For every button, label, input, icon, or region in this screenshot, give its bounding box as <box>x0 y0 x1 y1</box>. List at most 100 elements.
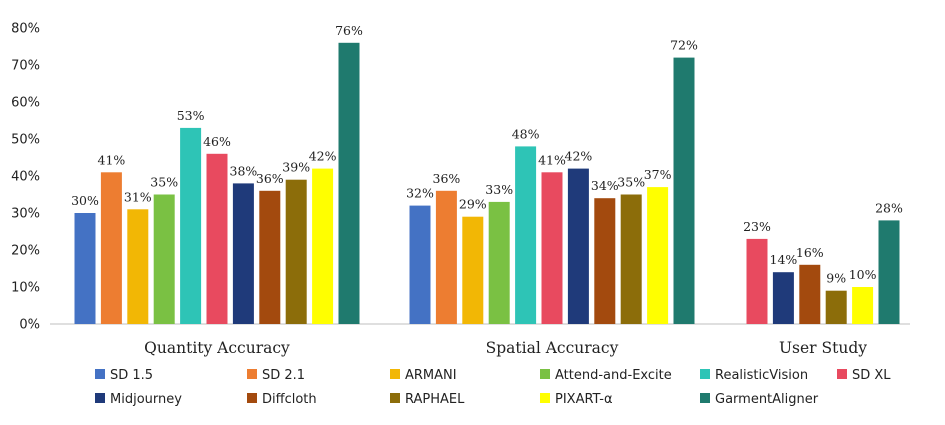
legend-swatch <box>95 369 105 379</box>
legend-label: RealisticVision <box>715 368 808 383</box>
bar <box>232 183 254 324</box>
data-label: 28% <box>875 200 903 215</box>
data-label: 41% <box>98 152 126 167</box>
data-label: 30% <box>71 193 99 208</box>
data-label-layer: 30%41%31%35%53%46%38%36%39%42%76%32%36%2… <box>71 23 903 286</box>
data-label: 41% <box>538 152 566 167</box>
legend-swatch <box>247 393 257 403</box>
legend-item: SD 1.5 <box>95 368 153 383</box>
legend-swatch <box>700 393 710 403</box>
data-label: 35% <box>617 175 645 190</box>
data-label: 53% <box>177 108 205 123</box>
bar <box>620 194 642 324</box>
data-label: 38% <box>230 163 258 178</box>
y-tick-label: 10% <box>11 281 40 296</box>
bar <box>312 168 334 324</box>
legend-swatch <box>390 369 400 379</box>
bar <box>825 290 847 324</box>
legend-label: RAPHAEL <box>405 392 465 407</box>
legend-item: RealisticVision <box>700 368 808 383</box>
data-label: 72% <box>670 38 698 53</box>
data-label: 23% <box>743 219 771 234</box>
data-label: 46% <box>203 134 231 149</box>
data-label: 33% <box>485 182 513 197</box>
legend-label: SD 2.1 <box>262 368 305 383</box>
bar <box>100 172 122 324</box>
legend-item: GarmentAligner <box>700 392 819 407</box>
bar <box>647 187 669 324</box>
legend-item: Midjourney <box>95 392 182 407</box>
bar <box>153 194 175 324</box>
bar <box>285 179 307 324</box>
category-label: User Study <box>779 339 867 357</box>
legend-item: Attend-and-Excite <box>540 368 672 383</box>
legend-swatch <box>837 369 847 379</box>
y-tick-label: 70% <box>11 59 40 74</box>
legend-item: Diffcloth <box>247 392 317 407</box>
legend-label: GarmentAligner <box>715 392 819 407</box>
legend-item: SD XL <box>837 368 891 383</box>
bar <box>462 216 484 324</box>
axis-layer: 0% 10% 20% 30% 40% 50% 60% 70% 80% <box>11 22 910 333</box>
data-label: 31% <box>124 189 152 204</box>
data-label: 76% <box>335 23 363 38</box>
legend-label: SD 1.5 <box>110 368 153 383</box>
y-tick-label: 20% <box>11 244 40 259</box>
bar <box>852 287 874 324</box>
data-label: 36% <box>256 171 284 186</box>
y-tick-label: 30% <box>11 207 40 222</box>
data-label: 9% <box>826 271 846 286</box>
bar <box>259 190 281 324</box>
category-label: Quantity Accuracy <box>144 339 290 357</box>
bar <box>338 42 360 325</box>
y-tick-label: 50% <box>11 133 40 148</box>
bar <box>74 213 96 324</box>
bar <box>515 146 537 324</box>
y-tick-label: 0% <box>19 318 40 333</box>
legend-label: Midjourney <box>110 392 182 407</box>
category-label: Spatial Accuracy <box>486 339 619 357</box>
bar <box>435 190 457 324</box>
data-label: 29% <box>459 197 487 212</box>
data-label: 35% <box>150 175 178 190</box>
bar <box>673 57 695 324</box>
y-tick-label: 40% <box>11 170 40 185</box>
legend-label: Attend-and-Excite <box>555 368 672 383</box>
bar <box>746 238 768 324</box>
bar <box>180 127 202 325</box>
data-label: 42% <box>565 149 593 164</box>
legend-swatch <box>700 369 710 379</box>
legend: SD 1.5 SD 2.1 ARMANI Attend-and-Excite Reali… <box>95 368 891 407</box>
data-label: 42% <box>309 149 337 164</box>
bar <box>488 201 510 324</box>
bar <box>878 220 900 324</box>
bar-layer <box>74 42 900 325</box>
data-label: 14% <box>770 252 798 267</box>
legend-label: SD XL <box>852 368 891 383</box>
legend-swatch <box>390 393 400 403</box>
y-tick-label: 80% <box>11 22 40 37</box>
data-label: 34% <box>591 178 619 193</box>
legend-label: PIXART-α <box>555 392 613 407</box>
bar <box>567 168 589 324</box>
bar <box>127 209 149 324</box>
legend-item: ARMANI <box>390 368 457 383</box>
legend-swatch <box>247 369 257 379</box>
bar <box>409 205 431 324</box>
legend-item: PIXART-α <box>540 392 613 407</box>
data-label: 32% <box>406 186 434 201</box>
legend-label: Diffcloth <box>262 392 317 407</box>
y-tick-label: 60% <box>11 96 40 111</box>
data-label: 39% <box>282 160 310 175</box>
data-label: 36% <box>433 171 461 186</box>
legend-label: ARMANI <box>405 368 457 383</box>
bar <box>772 272 794 324</box>
legend-item: RAPHAEL <box>390 392 465 407</box>
data-label: 48% <box>512 126 540 141</box>
data-label: 10% <box>849 267 877 282</box>
legend-swatch <box>540 369 550 379</box>
data-label: 16% <box>796 245 824 260</box>
legend-swatch <box>95 393 105 403</box>
bar <box>594 198 616 324</box>
